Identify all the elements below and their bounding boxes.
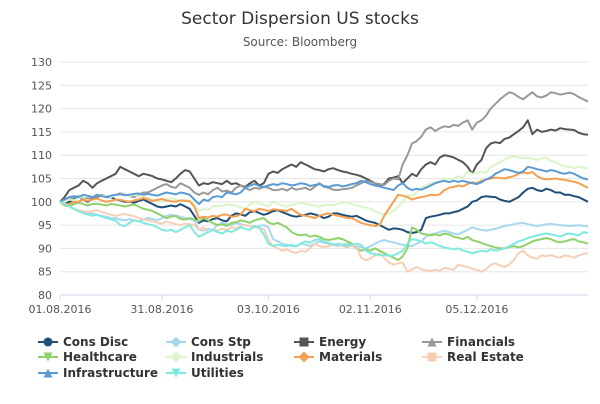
legend-marker-square bbox=[299, 337, 309, 347]
x-tick-label: 31.08.2016 bbox=[130, 303, 193, 316]
legend-item-healthcare: Healthcare bbox=[38, 350, 137, 364]
legend-item-materials: Materials bbox=[294, 350, 382, 364]
legend-item-energy: Energy bbox=[294, 335, 366, 349]
legend-marker-triangle-down bbox=[43, 352, 53, 362]
legend-label: Financials bbox=[447, 335, 515, 349]
series-line-materials bbox=[59, 171, 589, 227]
legend-label: Healthcare bbox=[63, 350, 137, 364]
legend-item-real-estate: Real Estate bbox=[422, 350, 524, 364]
chart-title: Sector Dispersion US stocks bbox=[181, 9, 419, 29]
series-layer bbox=[59, 91, 589, 273]
series-line-cons-stp bbox=[59, 200, 589, 250]
legend-label: Cons Stp bbox=[191, 335, 251, 349]
y-tick-label: 125 bbox=[31, 79, 52, 92]
y-tick-label: 110 bbox=[31, 149, 52, 162]
legend-marker-circle bbox=[43, 337, 53, 347]
x-tick-label: 03.10.2016 bbox=[237, 303, 300, 316]
legend-label: Real Estate bbox=[447, 350, 524, 364]
legend-marker-square bbox=[427, 352, 437, 362]
y-tick-label: 130 bbox=[31, 56, 52, 69]
legend: Cons Disc Cons Stp Energy Financials Healthc… bbox=[38, 335, 524, 380]
y-tick-label: 100 bbox=[31, 196, 52, 209]
legend-marker-diamond bbox=[298, 351, 310, 363]
y-tick-label: 120 bbox=[31, 103, 52, 116]
y-tick-label: 85 bbox=[38, 266, 52, 279]
legend-label: Utilities bbox=[191, 366, 244, 380]
grid-layer bbox=[60, 61, 588, 296]
legend-item-infrastructure: Infrastructure bbox=[38, 366, 158, 380]
series-line-utilities bbox=[59, 200, 589, 257]
series-line-cons-disc bbox=[59, 186, 589, 234]
legend-marker-diamond bbox=[170, 351, 182, 363]
legend-item-utilities: Utilities bbox=[166, 366, 244, 380]
legend-label: Materials bbox=[319, 350, 382, 364]
x-tick-label: 01.08.2016 bbox=[29, 303, 92, 316]
chart-subtitle: Source: Bloomberg bbox=[243, 35, 357, 49]
series-line-healthcare bbox=[59, 201, 589, 262]
y-tick-label: 95 bbox=[38, 219, 52, 232]
legend-label: Energy bbox=[319, 335, 366, 349]
legend-marker-triangle bbox=[427, 337, 437, 347]
legend-marker-diamond bbox=[170, 336, 182, 348]
legend-marker-triangle bbox=[43, 368, 53, 378]
y-tick-label: 105 bbox=[31, 173, 52, 186]
legend-label: Cons Disc bbox=[63, 335, 128, 349]
legend-item-cons-stp: Cons Stp bbox=[166, 335, 251, 349]
legend-marker-triangle-down bbox=[171, 368, 181, 378]
x-tick-label: 02.11.2016 bbox=[339, 303, 402, 316]
legend-label: Industrials bbox=[191, 350, 263, 364]
legend-label: Infrastructure bbox=[63, 366, 158, 380]
legend-item-financials: Financials bbox=[422, 335, 515, 349]
series-line-energy bbox=[59, 119, 589, 203]
series-line-industrials bbox=[60, 155, 589, 216]
axis-layer: 80 85 90 95 100 105 110 115 120 125 130 01.08.2016 3… bbox=[29, 56, 588, 316]
y-tick-label: 115 bbox=[31, 126, 52, 139]
legend-item-cons-disc: Cons Disc bbox=[38, 335, 128, 349]
series-line-real-estate bbox=[59, 200, 589, 273]
x-tick-label: 05.12.2016 bbox=[445, 303, 508, 316]
legend-item-industrials: Industrials bbox=[166, 350, 263, 364]
series-line-infrastructure bbox=[59, 165, 589, 206]
y-tick-label: 80 bbox=[38, 289, 52, 302]
y-tick-label: 90 bbox=[38, 242, 52, 255]
